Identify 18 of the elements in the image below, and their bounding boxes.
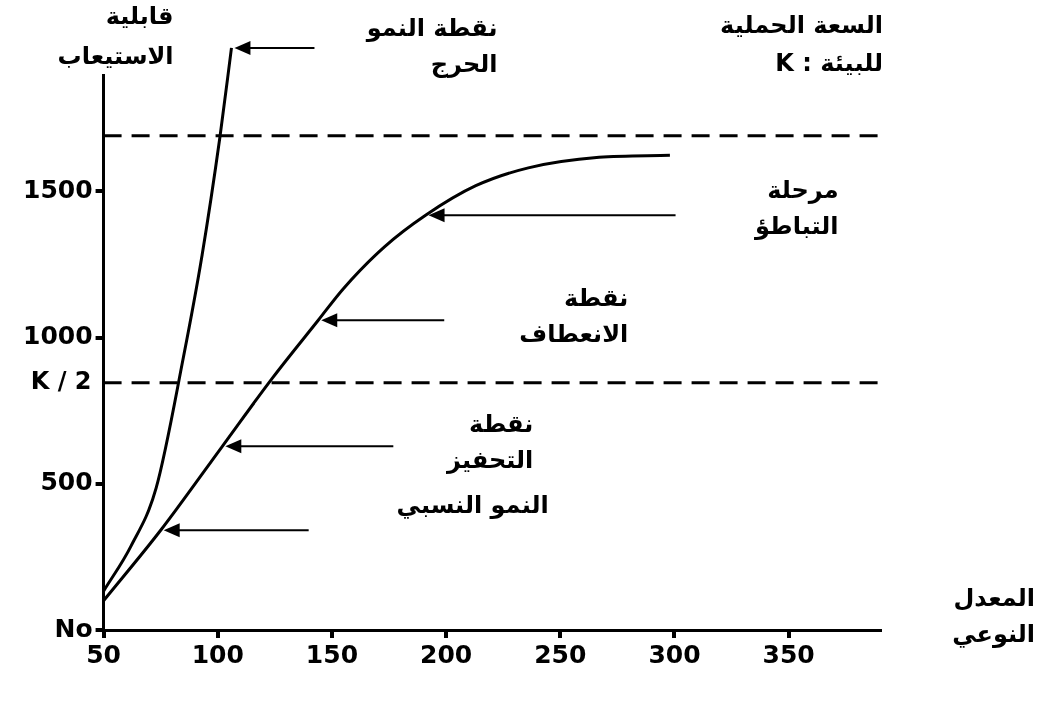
annotation: نقطة النمو الحرج — [365, 14, 498, 79]
y-axis-title: قابلية الاستيعاب — [57, 2, 174, 71]
y-tick-label: 500 — [40, 467, 93, 497]
annotation: النمو النسبي — [396, 491, 549, 520]
x-tick-label: 100 — [191, 639, 244, 669]
ref-line-label: السعة الحملية للبيئة : K — [720, 10, 883, 77]
annotation: مرحلة التباطؤ — [754, 176, 839, 241]
x-axis-title: المعدل النوعي — [952, 584, 1035, 649]
x-tick-label: 150 — [305, 639, 359, 669]
annotation: نقطة الانعطاف — [519, 284, 629, 349]
ref-line-label: K / 2 — [30, 367, 92, 396]
x-tick-label: 200 — [420, 639, 473, 669]
annotation: نقطة التحفيز — [445, 409, 534, 474]
x-tick-label: 350 — [762, 639, 815, 669]
y-tick-label: 1500 — [22, 174, 93, 204]
x-tick-label: 250 — [534, 639, 587, 669]
y-tick-label: 1000 — [22, 321, 93, 350]
x-tick-label: 300 — [648, 639, 701, 669]
